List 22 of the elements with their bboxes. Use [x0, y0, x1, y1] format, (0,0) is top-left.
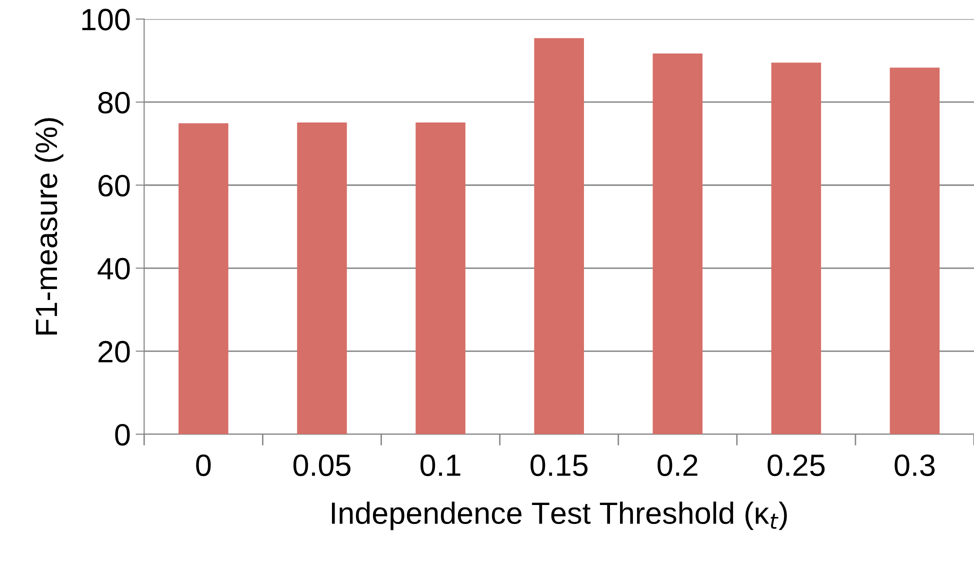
bar [178, 123, 228, 434]
x-tick-label: 0.25 [768, 454, 825, 476]
x-tick-label: 0.1 [420, 454, 460, 476]
bar [534, 38, 584, 434]
x-tick-label: 0.15 [530, 454, 588, 476]
x-tick-label: 0.3 [894, 454, 935, 476]
y-tick-label: 60 [98, 174, 130, 196]
y-tick-label: 20 [98, 340, 130, 363]
y-tick-label: 0 [115, 424, 130, 446]
x-tick-label: 0 [196, 454, 211, 476]
x-tick-label: 0.2 [658, 454, 698, 476]
bar [297, 122, 347, 434]
x-tick-label: 0.05 [293, 454, 350, 476]
y-tick-label: 40 [98, 258, 130, 280]
bar [652, 54, 703, 434]
y-tick-label: 100 [82, 8, 130, 30]
y-tick-label: 80 [98, 92, 130, 114]
x-axis-title: Independence Test Threshold (κ$_{t}$) [332, 502, 787, 530]
y-axis-title: F1-measure (%) [34, 118, 64, 334]
bar [771, 62, 822, 434]
bar [416, 122, 466, 434]
bar [890, 68, 940, 434]
